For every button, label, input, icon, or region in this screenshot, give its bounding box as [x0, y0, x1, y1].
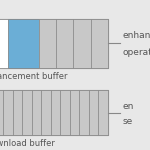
Bar: [80, 90, 89, 135]
Text: en: en: [123, 102, 134, 111]
Text: enhancement buffer: enhancement buffer: [0, 72, 68, 81]
Bar: [41, 90, 51, 135]
Bar: [91, 20, 108, 68]
Bar: [51, 90, 60, 135]
Bar: [89, 90, 99, 135]
Bar: [56, 20, 73, 68]
Bar: [0, 20, 108, 68]
Bar: [0, 90, 108, 135]
Text: download buffer: download buffer: [0, 140, 55, 148]
Bar: [3, 90, 13, 135]
Bar: [99, 90, 108, 135]
Bar: [32, 90, 41, 135]
Bar: [60, 90, 70, 135]
Bar: [8, 20, 39, 68]
Bar: [0, 20, 8, 68]
Bar: [70, 90, 80, 135]
Text: enhance: enhance: [123, 32, 150, 40]
Text: operation: operation: [123, 48, 150, 57]
Bar: [13, 90, 22, 135]
Bar: [22, 90, 32, 135]
Bar: [73, 20, 91, 68]
Bar: [39, 20, 56, 68]
Bar: [0, 90, 3, 135]
Text: se: se: [123, 117, 133, 126]
